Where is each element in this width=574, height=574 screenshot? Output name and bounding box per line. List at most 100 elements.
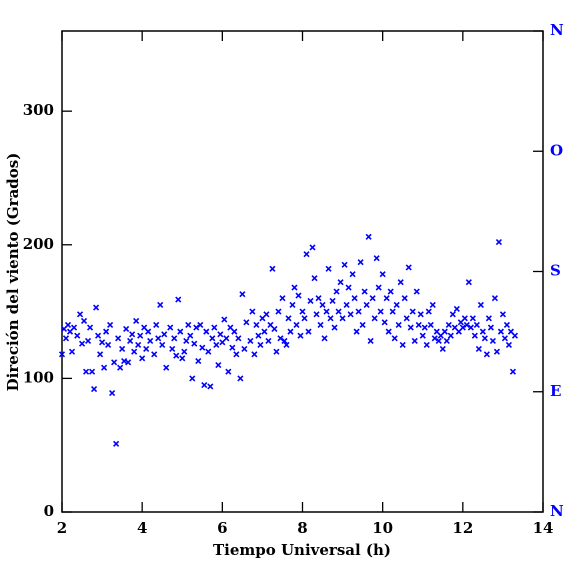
x-tick-label: 10: [372, 519, 393, 537]
point: [273, 348, 280, 355]
point: [119, 345, 126, 353]
point: [421, 324, 428, 331]
point: [181, 348, 188, 355]
point: [463, 321, 470, 329]
point: [99, 339, 106, 346]
point: [459, 324, 466, 331]
point: [405, 264, 412, 271]
point: [74, 332, 81, 339]
point: [481, 335, 488, 342]
point: [351, 295, 358, 302]
point: [511, 332, 519, 339]
point: [393, 301, 400, 308]
point: [263, 311, 270, 318]
point: [389, 308, 396, 315]
point: [78, 340, 86, 347]
point: [415, 321, 422, 329]
point: [365, 233, 372, 240]
point: [257, 341, 264, 349]
point: [499, 311, 506, 318]
point: [469, 315, 476, 322]
point: [349, 271, 356, 278]
point: [103, 328, 110, 335]
point: [419, 332, 426, 339]
point: [401, 295, 408, 302]
y-tick-label: 200: [23, 235, 54, 253]
point: [271, 325, 278, 333]
point: [501, 335, 508, 342]
point: [321, 335, 328, 342]
point: [251, 351, 258, 358]
point: [357, 259, 364, 266]
point: [117, 364, 124, 371]
y-tick-label: 300: [23, 101, 54, 119]
point: [127, 337, 134, 345]
point: [409, 308, 416, 315]
point: [201, 382, 208, 389]
point: [311, 275, 318, 282]
point: [291, 284, 298, 291]
point: [335, 308, 342, 315]
point: [333, 288, 340, 295]
point: [431, 335, 438, 342]
point: [189, 375, 196, 382]
point: [347, 311, 354, 318]
point: [215, 361, 222, 369]
point: [95, 332, 102, 339]
point: [331, 324, 338, 331]
point: [173, 352, 180, 359]
point: [395, 321, 402, 329]
point: [317, 321, 324, 329]
point: [295, 292, 302, 299]
y-tick-label: 0: [44, 502, 54, 520]
point: [487, 324, 494, 331]
point: [509, 368, 517, 375]
point: [249, 308, 256, 315]
point: [313, 311, 320, 318]
x-tick-label: 14: [533, 519, 554, 537]
point: [309, 244, 316, 251]
point: [411, 337, 418, 345]
x-tick-label: 12: [452, 519, 473, 537]
point: [123, 325, 130, 333]
point: [275, 308, 282, 315]
point: [139, 355, 146, 362]
point: [399, 341, 406, 349]
point: [237, 375, 244, 382]
point: [391, 335, 398, 342]
point: [427, 321, 434, 329]
point: [143, 345, 150, 353]
point: [495, 239, 502, 246]
point: [207, 383, 214, 390]
point: [147, 337, 154, 345]
point: [303, 251, 310, 258]
point: [413, 288, 420, 295]
point: [84, 337, 92, 345]
point: [285, 315, 292, 322]
point: [58, 351, 66, 358]
point: [479, 328, 486, 335]
point: [135, 341, 142, 349]
point: [371, 315, 378, 322]
point: [265, 337, 272, 345]
point: [211, 324, 218, 331]
point: [161, 331, 168, 338]
point: [475, 345, 482, 353]
point: [153, 321, 160, 329]
point: [447, 332, 454, 339]
point: [301, 315, 308, 322]
point: [137, 332, 144, 339]
point: [473, 321, 480, 329]
point: [387, 288, 394, 295]
point: [489, 337, 496, 345]
point: [241, 345, 248, 353]
point: [247, 337, 254, 345]
point: [449, 311, 456, 318]
point: [101, 364, 108, 371]
point: [159, 341, 166, 349]
point: [163, 364, 170, 371]
point: [151, 351, 158, 358]
point: [467, 324, 474, 331]
point: [407, 324, 414, 331]
